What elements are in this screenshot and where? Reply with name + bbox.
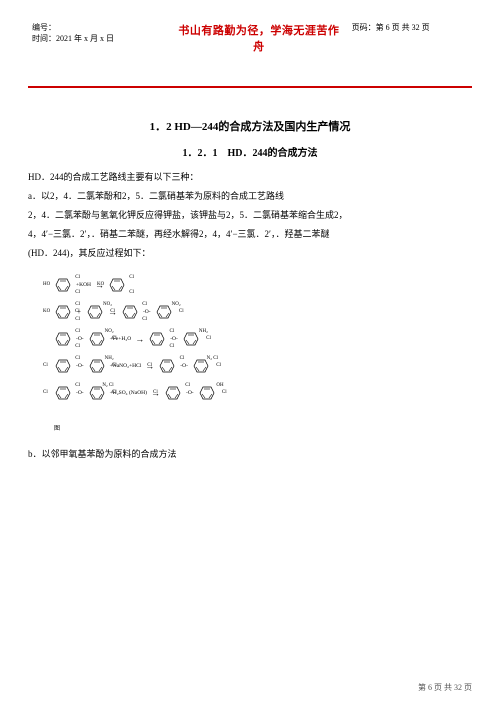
- substituent-label: Cl: [75, 302, 80, 307]
- benzene-ring-icon: ClCl: [119, 304, 141, 320]
- benzene-ring-icon: OHCl: [196, 385, 218, 401]
- paragraph: HD．244的合成工艺路线主要有以下三种：: [28, 169, 472, 186]
- benzene-ring-icon: ClCl: [52, 358, 74, 374]
- substituent-label: NH₂: [105, 356, 114, 361]
- substituent-label: Cl: [75, 309, 80, 314]
- substituent-label: Cl: [110, 309, 115, 314]
- benzene-ring-icon: HOClCl: [52, 277, 74, 293]
- substituent-label: Cl: [112, 363, 117, 368]
- benzene-ring-icon: NH₂Cl: [86, 358, 108, 374]
- substituent-label: N₂ Cl: [207, 356, 218, 361]
- benzene-ring-icon: ClCl: [52, 331, 74, 347]
- substituent-label: Cl: [112, 390, 117, 395]
- page-container: 编号： 时间：2021 年 x 月 x 日 书山有路勤为径，学海无涯苦作舟 页码…: [0, 0, 500, 463]
- paragraph: 2，4．二氯苯酚与氢氧化钾反应得钾盐，该钾盐与2，5．二氯硝基苯缩合生成2，: [28, 207, 472, 224]
- substituent-label: Cl: [142, 302, 147, 307]
- header-table: 编号： 时间：2021 年 x 月 x 日 书山有路勤为径，学海无涯苦作舟 页码…: [28, 20, 472, 56]
- benzene-ring-icon: ClCl: [52, 385, 74, 401]
- section-title: 1．2 HD—244的合成方法及国内生产情况: [28, 118, 472, 134]
- benzene-ring-icon: NH₂Cl: [180, 331, 202, 347]
- substituent-label: NO₂: [103, 302, 112, 307]
- substituent-label: Cl: [222, 390, 227, 395]
- subsection-title: 1．2．1 HD．244的合成方法: [28, 144, 472, 159]
- substituent-label: Cl: [142, 317, 147, 322]
- reaction-row: ClCl-O-NH₂Cl+NaNO₂+HCl→ClCl-O-N₂ ClCl: [52, 355, 364, 377]
- benzene-ring-icon: KOClCl: [106, 277, 128, 293]
- substituent-label: Cl: [147, 363, 152, 368]
- reagent-label: -O-: [143, 309, 151, 315]
- substituent-label: Cl: [179, 309, 184, 314]
- reagent-label: -O-: [170, 336, 178, 342]
- substituent-label: Cl: [75, 290, 80, 295]
- paragraph: 4，4′−三氯．2′，．硝基二苯醚，再经水解得2，4，4′−三氯．2′，．羟基二…: [28, 226, 472, 243]
- substituent-label: Cl: [43, 390, 48, 395]
- benzene-ring-icon: ClNO₂Cl: [84, 304, 106, 320]
- substituent-label: OH: [216, 383, 223, 388]
- benzene-ring-icon: N₂ ClCl: [86, 385, 108, 401]
- paragraph: a．以2，4．二氯苯酚和2，5．二氯硝基苯为原料的合成工艺路线: [28, 188, 472, 205]
- substituent-label: Cl: [180, 356, 185, 361]
- reaction-diagram: HOClCl+KOH→KOClClKOClCl+ClNO₂Cl→ClCl-O-N…: [48, 270, 368, 413]
- reaction-row: ClCl-O-NO₂Cl+Fe+H₂O→ClCl-O-NH₂Cl: [52, 328, 364, 350]
- benzene-ring-icon: NO₂Cl: [153, 304, 175, 320]
- substituent-label: Cl: [75, 275, 80, 280]
- substituent-label: NO₂: [172, 302, 181, 307]
- substituent-label: KO: [97, 282, 104, 287]
- substituent-label: Cl: [43, 363, 48, 368]
- substituent-label: Cl: [129, 275, 134, 280]
- reaction-row: ClCl-O-N₂ ClCl+H₂SO₄ (NaOH)→ClCl-O-OHCl: [52, 382, 364, 404]
- header-left: 编号： 时间：2021 年 x 月 x 日: [28, 20, 170, 56]
- substituent-label: NH₂: [199, 329, 208, 334]
- substituent-label: Cl: [75, 329, 80, 334]
- substituent-label: N₂ Cl: [102, 383, 113, 388]
- substituent-label: Cl: [206, 336, 211, 341]
- substituent-label: Cl: [216, 363, 221, 368]
- paragraph: (HD．244)，其反应过程如下：: [28, 245, 472, 262]
- header-page: 页码：第 6 页 共 32 页: [348, 20, 472, 56]
- diagram-footer: 图: [54, 423, 472, 432]
- substituent-label: Cl: [75, 344, 80, 349]
- serial-label: 编号：: [32, 22, 166, 33]
- body-content: HD．244的合成工艺路线主要有以下三种： a．以2，4．二氯苯酚和2，5．二氯…: [28, 169, 472, 464]
- benzene-ring-icon: N₂ ClCl: [190, 358, 212, 374]
- substituent-label: Cl: [75, 317, 80, 322]
- reagent-label: +KOH: [76, 282, 91, 288]
- substituent-label: Cl: [185, 383, 190, 388]
- reagent-label: -O-: [180, 363, 188, 369]
- reagent-label: -O-: [186, 390, 194, 396]
- reagent-label: -O-: [76, 336, 84, 342]
- substituent-label: NO₂: [105, 329, 114, 334]
- header-divider: [28, 86, 472, 88]
- reagent-label: -O-: [76, 390, 84, 396]
- reagent-label: -O-: [76, 363, 84, 369]
- date-label: 时间：2021 年 x 月 x 日: [32, 33, 166, 44]
- substituent-label: Cl: [129, 290, 134, 295]
- reaction-row: KOClCl+ClNO₂Cl→ClCl-O-NO₂Cl: [52, 301, 364, 323]
- substituent-label: Cl: [112, 336, 117, 341]
- substituent-label: Cl: [169, 329, 174, 334]
- substituent-label: Cl: [75, 383, 80, 388]
- substituent-label: Cl: [169, 344, 174, 349]
- benzene-ring-icon: ClCl: [156, 358, 178, 374]
- benzene-ring-icon: KOClCl: [52, 304, 74, 320]
- page-footer: 第 6 页 共 32 页: [418, 682, 472, 693]
- header-motto: 书山有路勤为径，学海无涯苦作舟: [170, 20, 348, 56]
- benzene-ring-icon: ClCl: [162, 385, 184, 401]
- benzene-ring-icon: NO₂Cl: [86, 331, 108, 347]
- paragraph: b．以邻甲氧基苯酚为原料的合成方法: [28, 446, 472, 463]
- substituent-label: HO: [43, 282, 50, 287]
- reaction-row: HOClCl+KOH→KOClCl: [52, 274, 364, 296]
- substituent-label: Cl: [75, 356, 80, 361]
- substituent-label: Cl: [153, 390, 158, 395]
- benzene-ring-icon: ClCl: [146, 331, 168, 347]
- arrow-icon: →: [135, 334, 144, 344]
- substituent-label: KO: [43, 309, 50, 314]
